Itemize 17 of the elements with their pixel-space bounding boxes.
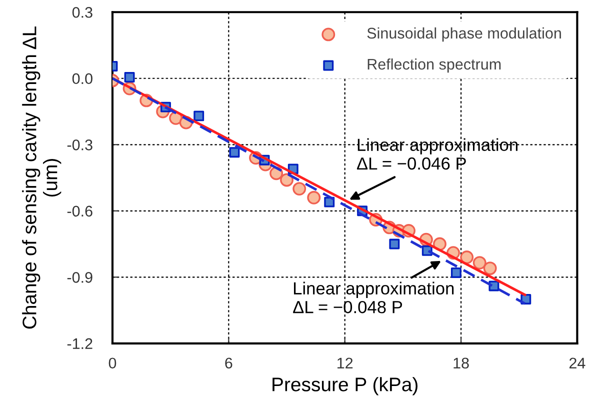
y-tick-label: -0.6 bbox=[67, 206, 92, 217]
y-tick-label: 0.3 bbox=[72, 6, 92, 18]
y-tick-label: -1.2 bbox=[67, 338, 92, 349]
annotation: Linear approximation ΔL = −0.046 P bbox=[356, 138, 518, 170]
x-axis-title: Pressure P (kPa) bbox=[272, 377, 418, 396]
y-tick-label: -0.3 bbox=[67, 140, 92, 150]
y-tick-label: 0.0 bbox=[72, 73, 92, 84]
y-axis-title: Change of sensing cavity length ΔL (um) bbox=[22, 26, 62, 329]
legend-label: Reflection spectrum bbox=[368, 58, 501, 73]
y-tick-label: -0.9 bbox=[67, 272, 92, 283]
x-tick-label: 6 bbox=[225, 358, 232, 369]
annotation: Linear approximation ΔL = −0.048 P bbox=[293, 282, 454, 314]
x-tick-label: 24 bbox=[569, 358, 586, 368]
x-tick-label: 12 bbox=[338, 358, 353, 368]
legend-label: Sinusoidal phase modulation bbox=[367, 27, 561, 42]
x-tick-label: 18 bbox=[454, 358, 469, 369]
x-tick-label: 0 bbox=[108, 358, 116, 369]
